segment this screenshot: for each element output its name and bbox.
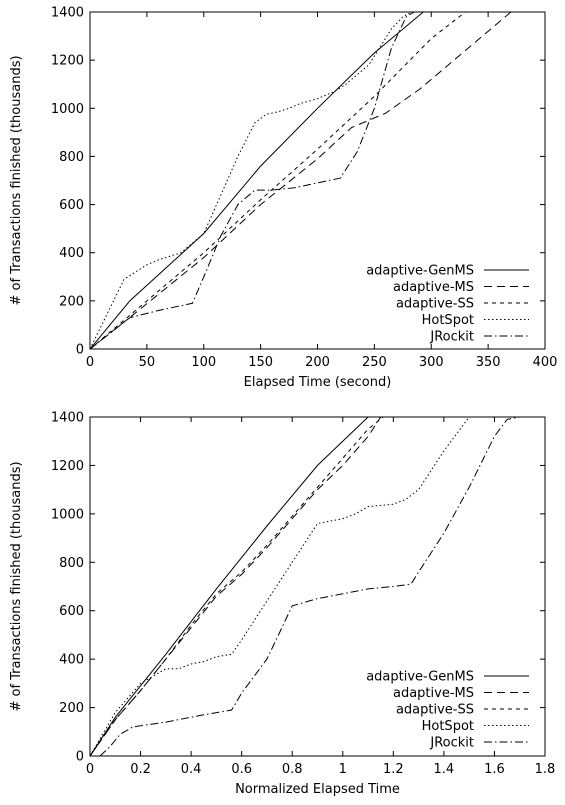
- legend-label: adaptive-GenMS: [366, 264, 474, 279]
- x-tick-label: 1: [339, 762, 347, 777]
- legend-label: JRockit: [429, 736, 474, 751]
- series-line-adaptive-genms: [90, 417, 384, 756]
- x-tick-label: 300: [419, 355, 444, 370]
- x-tick-label: 250: [362, 355, 387, 370]
- series-line-jrockit: [90, 12, 415, 349]
- y-tick-label: 1000: [51, 507, 84, 522]
- y-tick-label: 800: [59, 556, 84, 571]
- legend-label: adaptive-SS: [396, 703, 474, 718]
- chart-panel-1: 0 50 100 150 200 250 300 350 400 0 200 400 600 800 100…: [9, 6, 557, 391]
- y-tick-label: 0: [76, 750, 84, 765]
- x-tick-label: 400: [533, 355, 558, 370]
- x-tick-label: 0.6: [231, 762, 252, 777]
- legend-label: JRockit: [429, 330, 474, 345]
- x-tick-label: 1.4: [434, 762, 455, 777]
- series-line-hotspot: [90, 12, 413, 349]
- y-axis-label: # of Transactions finished (thousands): [9, 461, 24, 711]
- x-tick-label: 1.8: [535, 762, 556, 777]
- y-tick-label: 600: [59, 604, 84, 619]
- y-tick-label: 1000: [51, 102, 84, 117]
- x-tick-label: 150: [248, 355, 273, 370]
- chart-panel-2: 0 0.2 0.4 0.6 0.8 1 1.2 1.4 1.6 1.8 0 200 400 600 800 1…: [9, 411, 555, 798]
- y-tick-label: 800: [59, 150, 84, 165]
- x-tick-label: 200: [305, 355, 330, 370]
- x-tick-label: 1.2: [383, 762, 404, 777]
- y-tick-label: 0: [76, 343, 84, 358]
- series-line-adaptive-ms: [90, 417, 382, 756]
- x-axis-label: Elapsed Time (second): [244, 375, 392, 390]
- y-tick-label: 400: [59, 246, 84, 261]
- y-tick-label: 1400: [51, 6, 84, 21]
- x-tick-label: 100: [191, 355, 216, 370]
- x-tick-label: 0.4: [181, 762, 202, 777]
- y-tick-label: 1200: [51, 459, 84, 474]
- series-line-adaptive-ss: [90, 12, 466, 349]
- y-tick-label: 200: [59, 294, 84, 309]
- series-line-adaptive-genms: [90, 12, 424, 349]
- series-line-jrockit: [99, 417, 533, 756]
- series-line-hotspot: [90, 417, 482, 756]
- legend-label: adaptive-MS: [393, 280, 474, 295]
- legend-label: adaptive-MS: [393, 686, 474, 701]
- x-tick-label: 0.2: [130, 762, 151, 777]
- y-tick-label: 1400: [51, 411, 84, 426]
- plot-frame: [89, 416, 546, 757]
- y-tick-label: 1200: [51, 54, 84, 69]
- x-tick-label: 0: [86, 355, 94, 370]
- x-tick-label: 0: [86, 762, 94, 777]
- legend-label: HotSpot: [422, 719, 474, 734]
- x-tick-label: 50: [139, 355, 156, 370]
- x-tick-label: 1.6: [484, 762, 505, 777]
- plot-frame: [89, 11, 546, 350]
- legend-label: HotSpot: [422, 313, 474, 328]
- y-tick-label: 400: [59, 653, 84, 668]
- series-line-adaptive-ms: [90, 12, 512, 349]
- series-line-adaptive-ss: [90, 417, 384, 756]
- x-tick-label: 0.8: [282, 762, 303, 777]
- y-tick-label: 600: [59, 198, 84, 213]
- y-tick-label: 200: [59, 701, 84, 716]
- x-tick-label: 350: [476, 355, 501, 370]
- y-axis-label: # of Transactions finished (thousands): [9, 55, 24, 305]
- legend-label: adaptive-GenMS: [366, 670, 474, 685]
- x-axis-label: Normalized Elapsed Time: [235, 782, 400, 797]
- legend-label: adaptive-SS: [396, 297, 474, 312]
